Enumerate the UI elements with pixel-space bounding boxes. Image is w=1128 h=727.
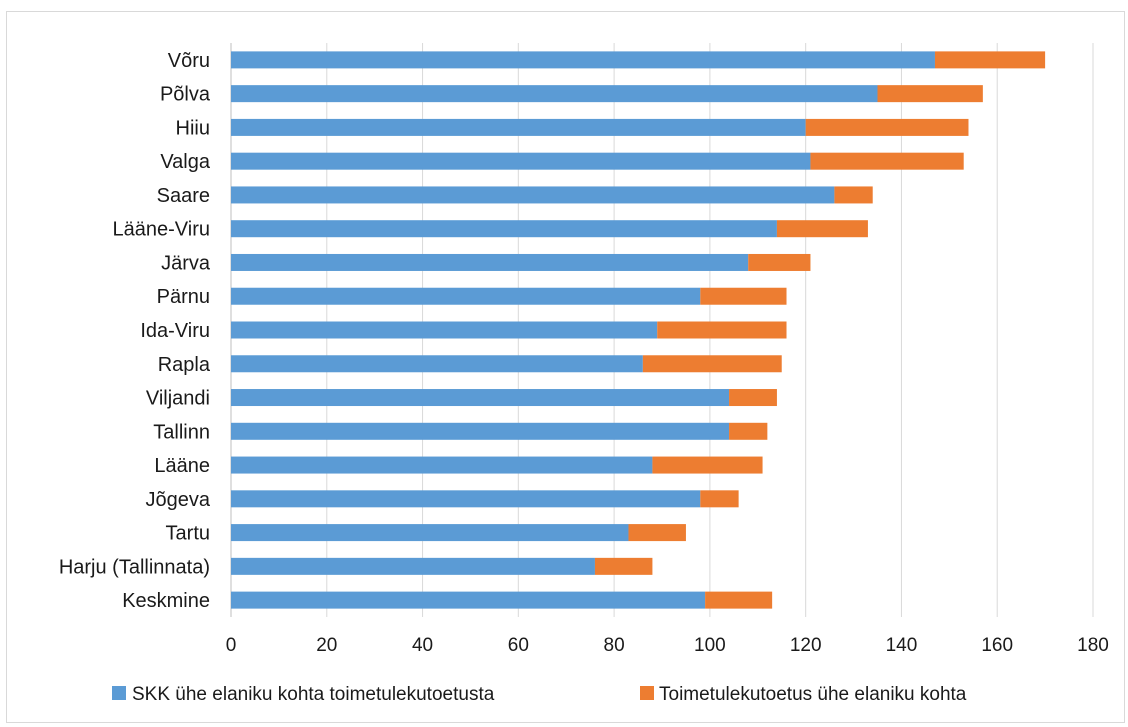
x-axis-tick-labels: 0 20 40 60 80 100 120 140 160 180 bbox=[226, 635, 1109, 656]
legend-label-series-1: SKK ühe elaniku kohta toimetulekutoetust… bbox=[132, 684, 495, 705]
x-tick-label: 60 bbox=[508, 635, 529, 656]
x-tick-label: 20 bbox=[316, 635, 337, 656]
category-label: Rapla bbox=[158, 354, 211, 376]
category-label: Põlva bbox=[160, 84, 211, 106]
bar-segment-series-2 bbox=[657, 321, 787, 339]
bar-segment-series-2 bbox=[729, 389, 777, 407]
category-label: Hiiu bbox=[176, 117, 210, 139]
bar-segment-series-1 bbox=[231, 152, 811, 170]
category-label: Lääne-Viru bbox=[113, 219, 210, 241]
bar-segment-series-1 bbox=[231, 85, 878, 103]
bar-segment-series-2 bbox=[652, 456, 763, 474]
bar-segment-series-2 bbox=[934, 51, 1046, 69]
x-tick-label: 40 bbox=[412, 635, 433, 656]
bar-segment-series-1 bbox=[231, 186, 835, 204]
bar-segment-series-2 bbox=[729, 422, 768, 440]
bar-segment-series-2 bbox=[748, 253, 811, 271]
category-label: Viljandi bbox=[146, 388, 210, 410]
category-label: Tartu bbox=[166, 523, 210, 545]
x-tick-label: 140 bbox=[886, 635, 918, 656]
bar-segment-series-1 bbox=[231, 118, 806, 136]
bar-segment-series-1 bbox=[231, 456, 653, 474]
x-tick-label: 160 bbox=[981, 635, 1013, 656]
bar-segment-series-1 bbox=[231, 220, 777, 238]
bar-segment-series-2 bbox=[642, 355, 782, 373]
bar-segment-series-2 bbox=[700, 490, 739, 508]
legend: SKK ühe elaniku kohta toimetulekutoetust… bbox=[112, 684, 967, 705]
bar-segment-series-1 bbox=[231, 591, 706, 609]
bar-segment-series-1 bbox=[231, 389, 730, 407]
legend-swatch-series-2 bbox=[640, 686, 654, 700]
legend-label-series-2: Toimetulekutoetus ühe elaniku kohta bbox=[659, 684, 967, 705]
category-label: Pärnu bbox=[157, 286, 210, 308]
bar-segment-series-1 bbox=[231, 490, 701, 508]
x-tick-label: 0 bbox=[226, 635, 237, 656]
bar-segment-series-2 bbox=[776, 220, 868, 238]
bar-segment-series-2 bbox=[705, 591, 773, 609]
legend-swatch-series-1 bbox=[112, 686, 126, 700]
bar-segment-series-2 bbox=[594, 557, 653, 575]
bar-segment-series-1 bbox=[231, 422, 730, 440]
x-tick-label: 100 bbox=[694, 635, 726, 656]
bar-segment-series-1 bbox=[231, 51, 935, 69]
bar-segment-series-1 bbox=[231, 557, 595, 575]
bar-segment-series-1 bbox=[231, 524, 629, 542]
category-label: Ida-Viru bbox=[140, 320, 210, 342]
category-label: Valga bbox=[160, 151, 211, 173]
bar-segment-series-2 bbox=[805, 118, 969, 136]
category-labels: Võru Põlva Hiiu Valga Saare Lääne-Viru Järva Pä… bbox=[59, 50, 211, 612]
bar-segment-series-2 bbox=[877, 85, 983, 103]
category-label: Järva bbox=[161, 252, 211, 274]
bar-segment-series-1 bbox=[231, 321, 658, 339]
gridlines bbox=[230, 43, 1094, 617]
category-label: Saare bbox=[157, 185, 210, 207]
category-label: Lääne bbox=[154, 455, 210, 477]
bar-segment-series-2 bbox=[810, 152, 964, 170]
category-label: Harju (Tallinnata) bbox=[59, 556, 210, 578]
category-label: Tallinn bbox=[153, 421, 210, 443]
category-label: Jõgeva bbox=[146, 489, 211, 511]
bar-segment-series-2 bbox=[834, 186, 873, 204]
x-tick-label: 120 bbox=[790, 635, 822, 656]
x-tick-label: 180 bbox=[1077, 635, 1109, 656]
bar-segment-series-2 bbox=[700, 287, 787, 305]
bar-segment-series-1 bbox=[231, 253, 749, 271]
bar-segment-series-1 bbox=[231, 287, 701, 305]
bar-segment-series-1 bbox=[231, 355, 643, 373]
bars bbox=[231, 51, 1046, 609]
x-tick-label: 80 bbox=[604, 635, 625, 656]
category-label: Keskmine bbox=[122, 590, 210, 612]
category-label: Võru bbox=[168, 50, 210, 72]
bar-segment-series-2 bbox=[628, 524, 686, 542]
